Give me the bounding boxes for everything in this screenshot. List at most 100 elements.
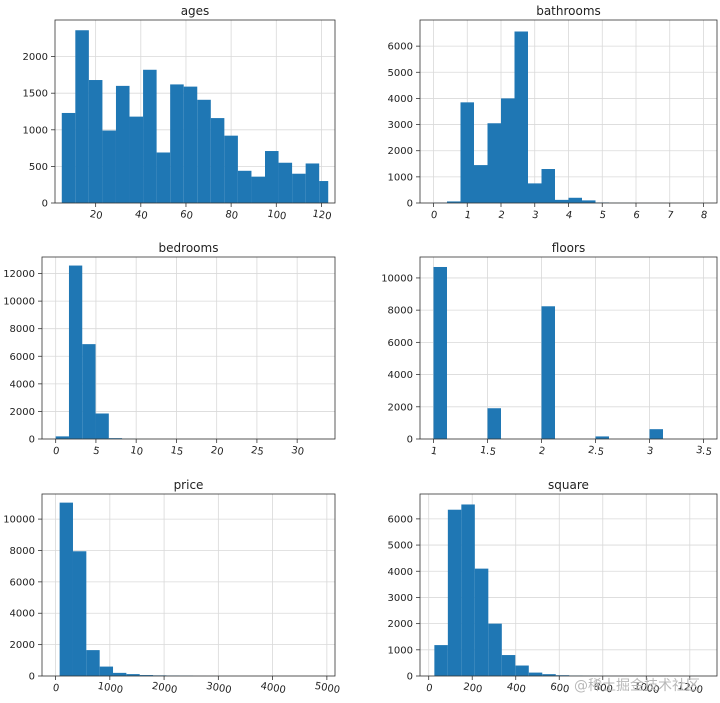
chart-2-xtick-label: 15 [170,445,184,458]
chart-2-xtick-label: 5 [92,446,100,458]
chart-3-title: floors [552,241,585,255]
chart-0-bar [170,84,184,203]
chart-5-xtick-label: 0 [425,683,433,695]
chart-4-xtick-label: 4000 [260,681,287,696]
chart-1-xtick-label: 7 [666,210,674,222]
chart-3-bar [541,306,555,439]
chart-0-bar [75,30,89,203]
chart-2-xtick-label: 30 [290,445,304,458]
chart-4-frame [41,493,336,677]
chart-3-xtick-label: 2 [538,446,546,458]
chart-4-xtick-label: 3000 [205,681,232,696]
chart-4-xtick-label: 5000 [314,681,341,696]
chart-2-xtick-label: 25 [250,445,264,458]
chart-1-ytick-label: 0 [407,199,413,210]
chart-1-title: bathrooms [536,4,601,18]
chart-2-bar [82,344,96,439]
chart-0-ytick-label: 1000 [23,125,48,136]
chart-3-xtick-label: 1.5 [479,445,497,459]
chart-0-xtick-label: 120 [312,208,333,222]
chart-1-ytick-label: 2000 [388,146,413,157]
chart-1-xtick-label: 4 [565,210,573,222]
chart-5-bar [515,665,529,676]
chart-2-bar [108,438,123,439]
chart-0-bar [129,116,144,203]
chart-1-xtick-label: 6 [632,210,640,222]
chart-1-xtick-label: 0 [430,210,438,222]
chart-4-ytick-label: 6000 [10,577,35,588]
chart-5-bar [488,623,502,676]
chart-1-bar [555,199,569,203]
chart-5-bar [447,509,462,676]
chart-5-xtick-label: 1000 [633,681,660,696]
chart-5-xtick-label: 400 [506,681,527,695]
chart-4-ytick-label: 0 [29,672,35,683]
chart-2-ytick-label: 0 [29,435,35,446]
chart-5-ytick-label: 2000 [388,619,413,630]
chart-0-bar [305,163,320,203]
chart-3-ytick-label: 2000 [388,402,413,413]
chart-2-ytick-label: 2000 [10,407,35,418]
chart-0-bar [183,86,198,203]
chart-0-bar [292,173,306,203]
chart-3-ytick-label: 10000 [381,273,413,284]
chart-2-bar [68,265,83,439]
chart-3-ytick-label: 4000 [388,370,413,381]
chart-4-bar [59,502,73,676]
chart-2-ytick-label: 8000 [10,324,35,335]
chart-2-ytick-label: 12000 [3,269,35,280]
watermark: @稀土掘金技术社区 [574,678,700,694]
chart-2-ytick-label: 10000 [3,297,35,308]
chart-4-title: price [174,478,204,492]
chart-4-xtick-label: 1000 [97,681,124,696]
chart-5-bar [461,504,475,676]
chart-4-bar [86,650,100,676]
chart-1-ytick-label: 4000 [388,94,413,105]
chart-2-title: bedrooms [159,241,219,255]
chart-0-bar [210,118,225,203]
chart-0-ytick-label: 500 [29,162,48,173]
chart-5-xtick-label: 200 [462,681,483,695]
chart-5-ytick-label: 6000 [388,514,413,525]
chart-3-ytick-label: 8000 [388,306,413,317]
chart-4-ytick-label: 8000 [10,546,35,557]
chart-1-xtick-label: 1 [464,210,472,222]
chart-5-bar [434,645,448,676]
chart-0-xtick-label: 60 [179,209,193,222]
chart-2-ytick-label: 4000 [10,379,35,390]
chart-0-ytick-label: 1500 [23,89,48,100]
chart-2-xtick-label: 10 [129,445,143,458]
chart-5-title: square [548,478,589,492]
chart-0-bar [88,80,103,203]
chart-1-xtick-label: 2 [497,210,505,222]
chart-1-xtick-label: 3 [531,210,539,222]
chart-2-frame [41,256,336,440]
chart-1-bar [541,169,555,203]
chart-5-bar [542,674,556,676]
chart-5-ytick-label: 1000 [388,645,413,656]
chart-0-bar [61,112,76,203]
chart-1-ytick-label: 3000 [388,120,413,131]
chart-0-bar [278,162,293,203]
chart-5-ytick-label: 0 [407,672,413,683]
chart-5-bar [501,655,516,676]
chart-5-xtick-label: 600 [549,681,570,695]
chart-3-xtick-label: 3 [646,446,654,458]
chart-2-xtick-label: 0 [52,446,60,458]
chart-1-bar [487,123,501,203]
chart-4-xtick-label: 0 [52,683,60,695]
chart-5-frame [419,493,718,677]
chart-1-bar [474,165,488,203]
chart-4-xtick-label: 2000 [151,681,178,696]
chart-4-bar [126,674,140,676]
chart-1-ytick-label: 1000 [388,172,413,183]
chart-1-xtick-label: 5 [599,210,607,222]
chart-1-xtick-label: 8 [700,210,708,222]
chart-1-bar [501,98,515,203]
chart-4-ytick-label: 2000 [10,640,35,651]
chart-3-bar [595,436,609,439]
chart-3-ytick-label: 0 [407,435,413,446]
chart-0-title: ages [181,4,210,18]
chart-1-bar [528,183,542,203]
